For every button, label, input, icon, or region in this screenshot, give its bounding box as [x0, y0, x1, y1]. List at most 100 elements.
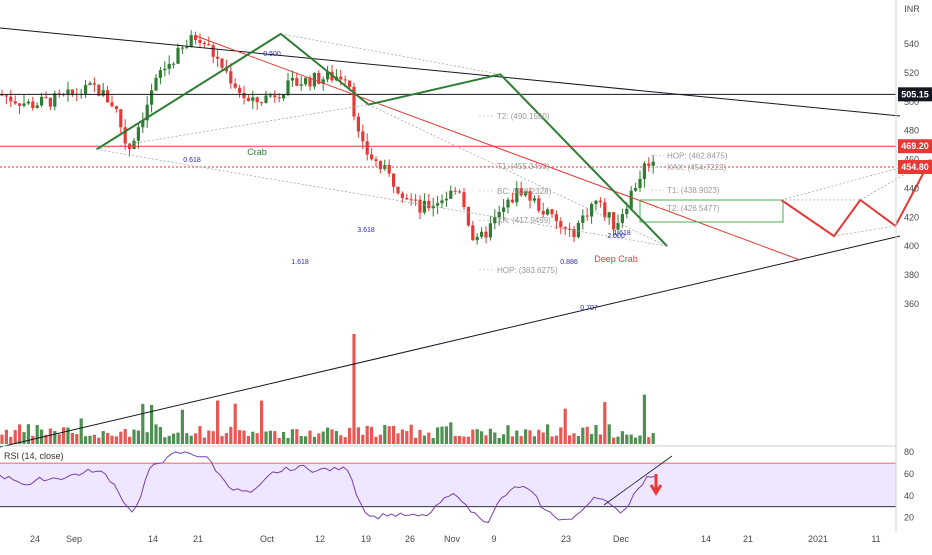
- candle-body: [638, 178, 642, 188]
- candle-body: [97, 84, 101, 96]
- volume-bar: [563, 408, 567, 444]
- volume-bar: [405, 431, 409, 444]
- candle-body: [255, 97, 259, 103]
- volume-bar: [607, 424, 611, 444]
- volume-bars: [0, 334, 655, 444]
- volume-bar: [233, 403, 237, 444]
- candle-body: [22, 103, 26, 106]
- candle-body: [9, 96, 13, 102]
- candle-body: [625, 208, 629, 215]
- candle-body: [594, 200, 598, 204]
- volume-bar: [396, 433, 400, 444]
- candle-body: [326, 71, 330, 80]
- volume-bar: [167, 435, 171, 444]
- candle-body: [651, 161, 655, 166]
- candle-body: [57, 93, 61, 95]
- candle-body: [515, 188, 519, 203]
- volume-bar: [510, 436, 514, 444]
- date-tick-label: 2021: [808, 534, 828, 544]
- candle-body: [282, 94, 286, 99]
- candle-body: [405, 197, 409, 200]
- volume-bar: [348, 427, 352, 444]
- candle-body: [414, 199, 418, 201]
- pattern-ratio: 1.618: [291, 259, 309, 266]
- candle-body: [260, 102, 264, 104]
- date-tick-label: Oct: [260, 534, 275, 544]
- candle-body: [409, 199, 413, 201]
- candle-body: [304, 77, 308, 85]
- candle-body: [528, 191, 532, 201]
- volume-bar: [343, 437, 347, 444]
- candle-body: [436, 203, 440, 206]
- price-badge-label: 469.20: [901, 141, 929, 151]
- candle-body: [229, 71, 233, 84]
- candle-body: [392, 173, 396, 187]
- candle-body: [348, 80, 352, 87]
- volume-bar: [488, 428, 492, 444]
- candle-body: [0, 94, 4, 96]
- candle-body: [458, 191, 462, 193]
- rsi-band: [0, 463, 896, 507]
- volume-bar: [264, 431, 268, 444]
- date-tick-label: 26: [405, 534, 415, 544]
- volume-bar: [154, 424, 158, 444]
- candle-body: [110, 102, 114, 107]
- volume-bar: [260, 400, 264, 444]
- candle-body: [572, 228, 576, 238]
- volume-bar: [136, 430, 140, 444]
- volume-bar: [576, 436, 580, 444]
- volume-bar: [66, 427, 70, 444]
- price-tick-label: 460: [904, 155, 919, 165]
- candle-body: [308, 77, 312, 87]
- price-badge-label: 505.15: [901, 89, 929, 99]
- date-tick-label: 24: [30, 534, 40, 544]
- candle-body: [466, 207, 470, 226]
- volume-bar: [356, 427, 360, 444]
- annotation-label: T2: (426.5477): [667, 204, 720, 213]
- candle-body: [647, 163, 651, 166]
- candle-body: [48, 97, 52, 107]
- volume-bar: [312, 436, 316, 444]
- volume-bar: [484, 435, 488, 444]
- volume-bar: [57, 434, 61, 444]
- candle-body: [554, 214, 558, 222]
- candle-body: [642, 163, 646, 179]
- volume-bar: [128, 436, 132, 444]
- candle-body: [607, 212, 611, 218]
- pattern-ratio: 3.618: [357, 227, 375, 234]
- candle-body: [537, 198, 541, 211]
- volume-bar: [26, 424, 30, 444]
- date-tick-label: Sep: [66, 534, 82, 544]
- volume-bar: [48, 428, 52, 444]
- rsi-title: RSI (14, close): [4, 451, 64, 461]
- volume-bar: [202, 437, 206, 444]
- pattern-connector: [96, 149, 668, 247]
- candle-body: [150, 90, 154, 105]
- volume-bar: [229, 426, 233, 444]
- volume-bar: [251, 431, 255, 444]
- candle-body: [343, 79, 347, 81]
- volume-bar: [145, 432, 149, 444]
- volume-bar: [180, 409, 184, 444]
- price-badge: [898, 160, 932, 175]
- volume-bar: [352, 334, 356, 444]
- volume-bar: [224, 433, 228, 444]
- volume-bar: [550, 436, 554, 444]
- volume-bar: [585, 426, 589, 444]
- candle-body: [590, 203, 594, 217]
- candle-body: [224, 67, 228, 72]
- price-tick-label: 520: [904, 68, 919, 78]
- volume-bar: [629, 434, 633, 444]
- volume-bar: [9, 436, 13, 444]
- pattern-ratio: 2.000: [607, 233, 625, 240]
- annotation-label: XA: (417.9499): [497, 216, 551, 225]
- volume-bar: [554, 435, 558, 444]
- volume-bar: [502, 434, 506, 444]
- candle-body: [286, 80, 290, 95]
- pattern-connector: [833, 225, 896, 237]
- candle-body: [26, 101, 30, 104]
- pattern-ratio: 0.500: [263, 51, 281, 58]
- candle-body: [145, 104, 149, 121]
